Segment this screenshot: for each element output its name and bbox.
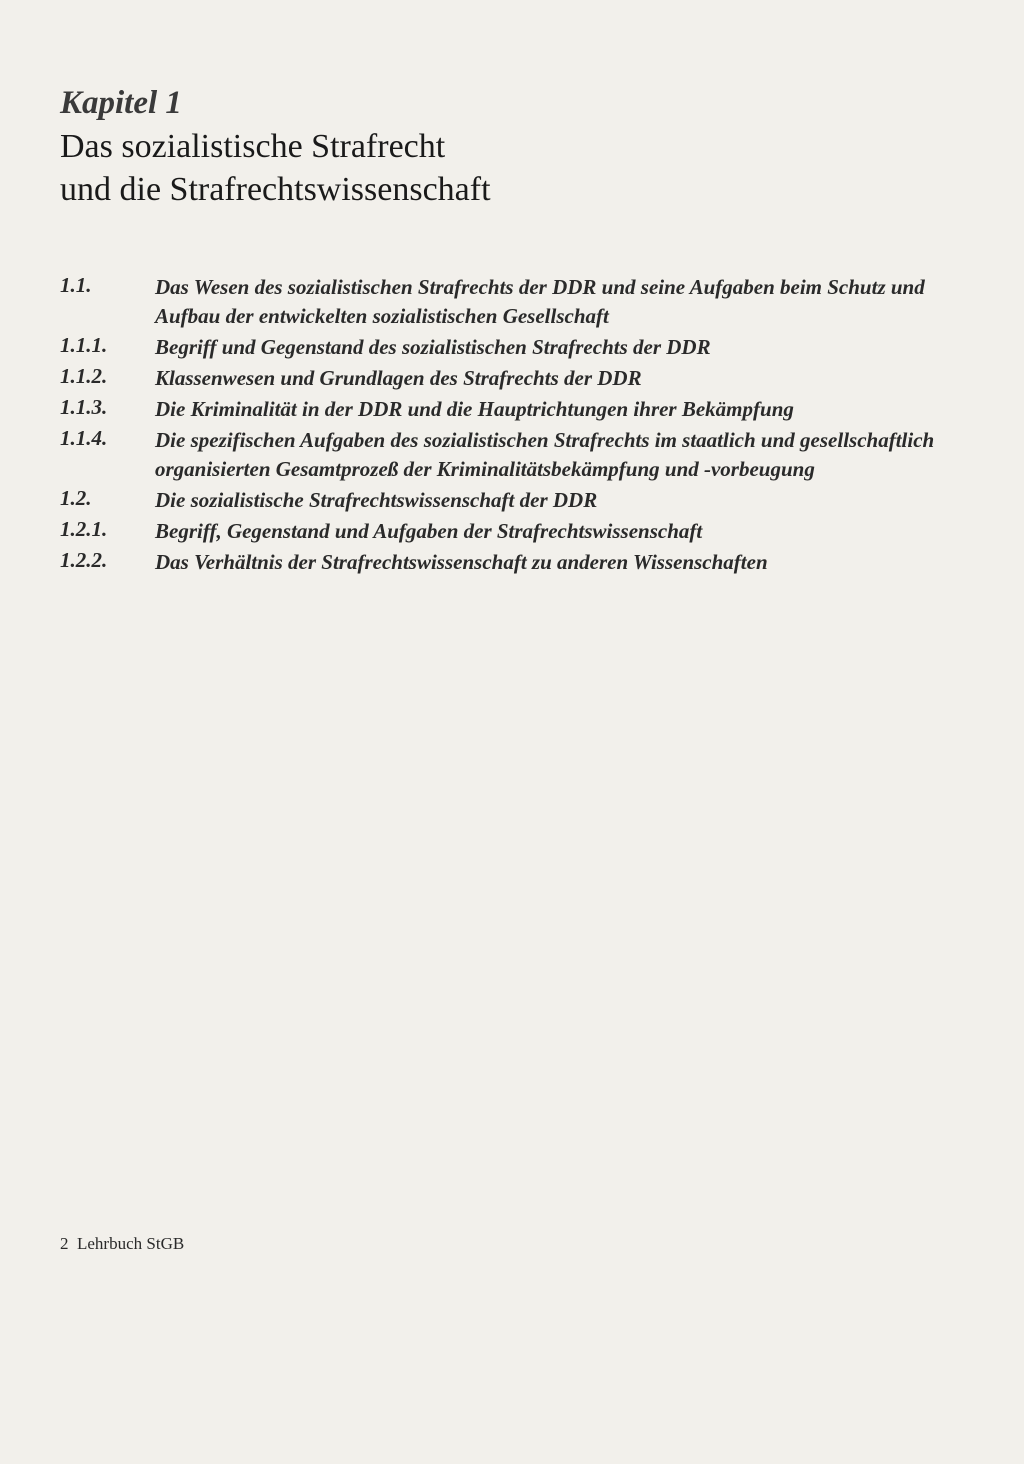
toc-number: 1.2.1.: [60, 517, 155, 542]
toc-text: Das Wesen des sozialistischen Strafrecht…: [155, 273, 964, 331]
table-of-contents: 1.1. Das Wesen des sozialistischen Straf…: [60, 273, 964, 577]
toc-entry: 1.1.3. Die Kriminalität in der DDR und d…: [60, 395, 964, 424]
toc-entry: 1.2.1. Begriff, Gegenstand und Aufgaben …: [60, 517, 964, 546]
toc-number: 1.1.4.: [60, 426, 155, 451]
toc-text: Das Verhältnis der Strafrechtswissenscha…: [155, 548, 768, 577]
toc-entry: 1.1.2. Klassenwesen und Grundlagen des S…: [60, 364, 964, 393]
toc-text: Begriff und Gegenstand des sozialistisch…: [155, 333, 711, 362]
toc-text: Die Kriminalität in der DDR und die Haup…: [155, 395, 794, 424]
toc-entry: 1.2. Die sozialistische Strafrechtswisse…: [60, 486, 964, 515]
toc-entry: 1.1.1. Begriff und Gegenstand des sozial…: [60, 333, 964, 362]
chapter-title-line2: und die Strafrechtswissenschaft: [60, 171, 491, 208]
toc-number: 1.2.: [60, 486, 155, 511]
page-number: 2: [60, 1234, 69, 1253]
toc-text: Die spezifischen Aufgaben des sozialisti…: [155, 426, 964, 484]
toc-number: 1.1.2.: [60, 364, 155, 389]
toc-entry: 1.1.4. Die spezifischen Aufgaben des soz…: [60, 426, 964, 484]
toc-number: 1.2.2.: [60, 548, 155, 573]
chapter-label: Kapitel 1: [60, 85, 964, 122]
toc-text: Die sozialistische Strafrechtswissenscha…: [155, 486, 597, 515]
toc-number: 1.1.: [60, 273, 155, 298]
toc-entry: 1.1. Das Wesen des sozialistischen Straf…: [60, 273, 964, 331]
book-reference: Lehrbuch StGB: [77, 1234, 184, 1253]
toc-entry: 1.2.2. Das Verhältnis der Strafrechtswis…: [60, 548, 964, 577]
page-footer: 2 Lehrbuch StGB: [60, 1234, 184, 1254]
chapter-title: Das sozialistische Strafrecht und die St…: [60, 126, 964, 211]
chapter-title-line1: Das sozialistische Strafrecht: [60, 128, 445, 165]
toc-number: 1.1.1.: [60, 333, 155, 358]
toc-text: Klassenwesen und Grundlagen des Strafrec…: [155, 364, 642, 393]
toc-text: Begriff, Gegenstand und Aufgaben der Str…: [155, 517, 702, 546]
toc-number: 1.1.3.: [60, 395, 155, 420]
